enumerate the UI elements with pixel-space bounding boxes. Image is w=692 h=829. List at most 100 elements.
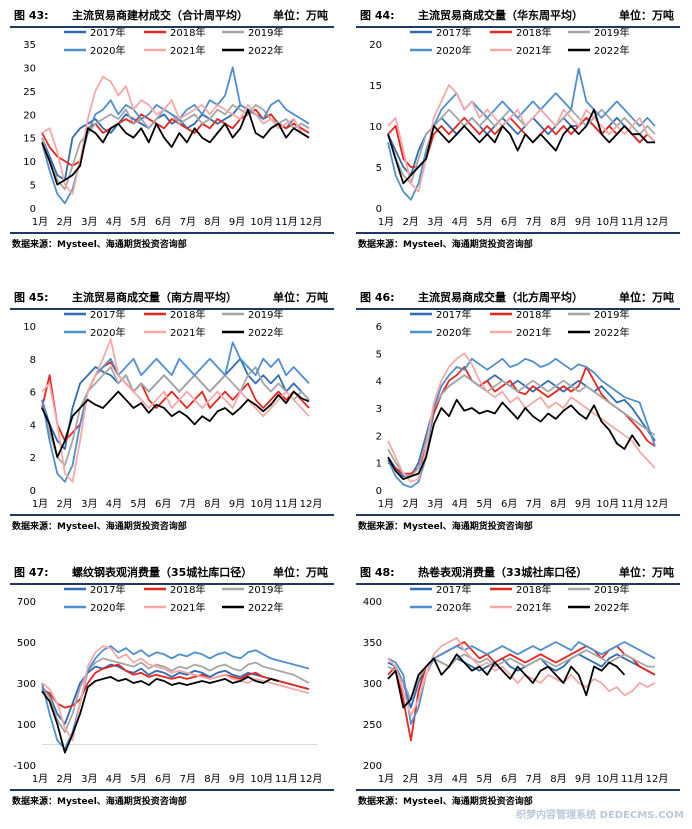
- x-tick-label: 6月: [501, 498, 517, 510]
- y-tick-label: 6: [30, 388, 36, 399]
- x-tick-label: 6月: [501, 216, 517, 228]
- legend-label: 2020年: [436, 44, 471, 57]
- y-tick-label: 2: [376, 431, 382, 442]
- figure-unit: 单位：万吨: [273, 566, 328, 579]
- figure-unit: 单位：万吨: [273, 291, 328, 304]
- y-tick-label: 8: [30, 355, 36, 366]
- source-note: 数据来源：Mysteel、海通期货投资咨询部: [358, 240, 533, 250]
- x-tick-label: 2月: [402, 498, 418, 510]
- x-tick-label: 11月: [275, 498, 298, 510]
- figure-title: 主流贸易商建材成交（合计周平均）: [72, 9, 248, 22]
- series-line: [41, 663, 310, 709]
- x-tick-label: 7月: [180, 498, 196, 510]
- legend-label: 2022年: [248, 601, 283, 614]
- figure-number: 图 43:: [14, 9, 49, 22]
- x-tick-label: 4月: [106, 216, 122, 228]
- legend-label: 2022年: [594, 601, 629, 614]
- x-tick-label: 3月: [427, 773, 443, 785]
- legend-label: 2019年: [248, 308, 283, 321]
- x-tick-label: 10月: [596, 498, 619, 510]
- legend-label: 2017年: [90, 308, 125, 321]
- y-tick-label: -100: [13, 761, 36, 772]
- x-tick-label: 4月: [452, 498, 468, 510]
- chart-title-bar: 图 46: 主流贸易商成交量（北方周平均） 单位：万吨: [356, 286, 680, 306]
- legend-label: 2017年: [436, 26, 471, 39]
- series-line: [41, 66, 310, 205]
- x-tick-label: 12月: [646, 498, 669, 510]
- y-tick-label: 20: [369, 40, 382, 51]
- source-rule: [356, 789, 680, 791]
- series-line: [387, 398, 641, 480]
- y-tick-label: 5: [376, 349, 382, 360]
- x-tick-label: 7月: [526, 498, 542, 510]
- legend-label: 2019年: [248, 583, 283, 596]
- legend-label: 2022年: [594, 44, 629, 57]
- y-tick-label: 0: [376, 486, 382, 497]
- series-line: [41, 676, 279, 754]
- chart-panel-44: 图 44: 主流贸易商成交量（华东周平均） 单位：万吨 0 5 10 15 20 1月 2月…: [350, 0, 686, 272]
- legend-label: 2019年: [594, 26, 629, 39]
- x-tick-label: 10月: [596, 216, 619, 228]
- x-tick-label: 10月: [596, 773, 619, 785]
- source-note: 数据来源：Mysteel、海通期货投资咨询部: [12, 797, 187, 807]
- x-tick-label: 2月: [56, 773, 72, 785]
- chart-panel-48: 图 48: 热卷表观消费量（33城社库口径） 单位：万吨 200 250 300 35…: [350, 557, 686, 829]
- x-tick-label: 8月: [204, 773, 220, 785]
- title-rule: [10, 583, 334, 585]
- y-tick-label: 4: [30, 420, 36, 431]
- x-tick-label: 3月: [81, 216, 97, 228]
- chart-panel-47: 图 47: 螺纹钢表观消费量（35城社库口径） 单位：万吨 -100 100 300…: [4, 557, 340, 829]
- figure-number: 图 46:: [360, 291, 395, 304]
- y-tick-label: 400: [363, 597, 382, 608]
- y-tick-label: 15: [369, 81, 382, 92]
- source-note: 数据来源：Mysteel、海通期货投资咨询部: [358, 797, 533, 807]
- title-rule: [10, 308, 334, 310]
- y-tick-label: 300: [363, 679, 382, 690]
- figure-title: 主流贸易商成交量（华东周平均）: [418, 9, 583, 22]
- series-line: [41, 338, 310, 483]
- x-tick-label: 8月: [550, 773, 566, 785]
- x-tick-label: 12月: [646, 773, 669, 785]
- figure-unit: 单位：万吨: [619, 9, 674, 22]
- x-tick-label: 5月: [130, 216, 146, 228]
- legend-label: 2019年: [594, 583, 629, 596]
- legend-label: 2020年: [90, 601, 125, 614]
- x-tick-label: 10月: [250, 498, 273, 510]
- x-tick-label: 11月: [621, 216, 644, 228]
- x-tick-label: 2月: [402, 216, 418, 228]
- y-tick-label: 5: [30, 181, 36, 192]
- x-tick-label: 9月: [575, 216, 591, 228]
- x-tick-label: 6月: [155, 498, 171, 510]
- line-chart: 0 2 4 6 8 10 1月 2月 3月 4月 5月 6月 7月 8月 9月 10月 11月 12月 2017年 2…: [23, 308, 323, 510]
- y-tick-label: 20: [23, 110, 36, 121]
- x-tick-label: 12月: [300, 498, 323, 510]
- line-chart: 200 250 300 350 400 1月 2月 3月 4月 5月 6月 7月 8月 9月 10月 11月 1…: [363, 583, 669, 785]
- source-rule: [356, 232, 680, 234]
- source-rule: [356, 514, 680, 516]
- x-tick-label: 4月: [452, 216, 468, 228]
- legend-label: 2020年: [90, 326, 125, 339]
- legend-label: 2018年: [170, 308, 205, 321]
- series-line: [41, 645, 310, 742]
- y-tick-label: 0: [30, 486, 36, 497]
- figure-number: 图 44:: [360, 9, 395, 22]
- y-tick-label: 10: [23, 157, 36, 168]
- legend-label: 2018年: [170, 26, 205, 39]
- figure-number: 图 45:: [14, 291, 49, 304]
- figure-title: 主流贸易商成交量（北方周平均）: [418, 291, 583, 304]
- watermark: 织梦内容管理系统 DEDECMS.COM: [516, 810, 684, 821]
- legend-label: 2021年: [516, 326, 551, 339]
- source-rule: [10, 514, 334, 516]
- legend-label: 2017年: [90, 26, 125, 39]
- chart-title-bar: 图 48: 热卷表观消费量（33城社库口径） 单位：万吨: [356, 561, 680, 581]
- legend-label: 2021年: [170, 326, 205, 339]
- series-line: [387, 357, 656, 489]
- x-tick-label: 10月: [250, 773, 273, 785]
- line-chart: 0 5 10 15 20 25 30 35 1月 2月 3月 4月 5月 6月 7月 8月 9月 10月 11月 12…: [23, 26, 322, 228]
- x-tick-label: 8月: [550, 498, 566, 510]
- legend-label: 2017年: [90, 583, 125, 596]
- line-chart: 0 5 10 15 20 1月 2月 3月 4月 5月 6月 7月 8月 9月 10月 11月 12月 2017年…: [369, 26, 668, 228]
- y-tick-label: 0: [376, 204, 382, 215]
- y-tick-label: 15: [23, 134, 36, 145]
- y-tick-label: 200: [363, 761, 382, 772]
